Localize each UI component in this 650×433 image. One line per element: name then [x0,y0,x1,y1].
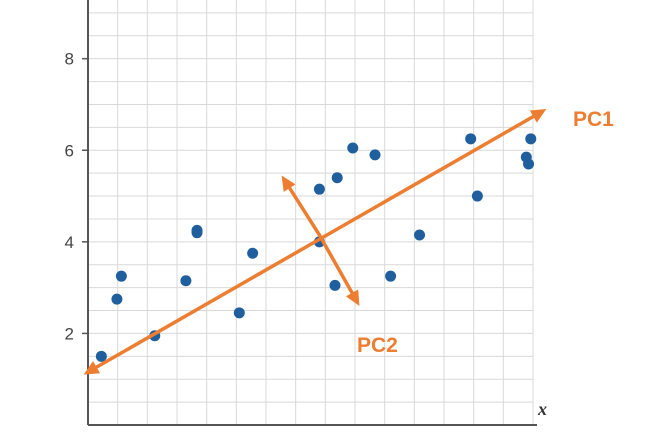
data-point [525,133,537,145]
data-point [95,350,107,362]
pc2-arrow-down-shaft [317,233,354,295]
data-point [471,190,483,202]
pc1-arrow-backward-head [83,361,101,375]
pc2-label: PC2 [357,334,398,357]
y-tick-label: 2 [65,324,74,343]
pc1-arrow-forward-shaft [313,114,536,244]
axes [87,0,537,426]
pc1-arrow-backward-shaft [94,240,317,369]
data-point [180,275,192,287]
y-tick-label: 8 [65,50,74,69]
data-point [331,172,343,184]
data-point [111,293,123,305]
pc1-arrow-forward [313,109,547,244]
data-points [95,133,537,362]
grid-lines [88,0,534,425]
x-axis-label: x [537,399,547,419]
data-point [329,279,341,291]
y-tick-labels: 2 4 6 8 [65,50,88,343]
pc1-arrow-backward [83,240,317,375]
y-tick-label: 6 [65,141,74,160]
pc2-arrow-up-shaft [287,186,322,237]
data-point [347,142,359,154]
pc1-arrow-forward-head [529,109,547,123]
data-point [465,133,477,145]
y-tick-label: 4 [65,233,74,252]
pc2-arrow-up [281,175,322,237]
pc2-arrow-up-head [281,175,296,192]
data-point [191,224,203,236]
data-point [369,149,381,161]
data-point [523,158,535,170]
data-point [414,229,426,241]
principal-component-vectors [83,109,547,375]
data-point [115,270,127,282]
pc2-arrow-down [317,233,360,306]
pc1-label: PC1 [573,108,614,131]
data-point [247,247,259,259]
pc2-arrow-down-head [345,289,360,306]
data-point [385,270,397,282]
data-point [313,183,325,195]
data-point [233,307,245,319]
